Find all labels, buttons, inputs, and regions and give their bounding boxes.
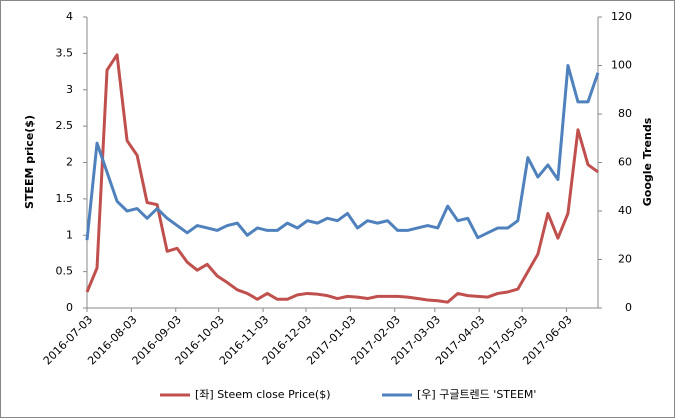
y2-tick-label: 0 [625,301,632,314]
y-tick-label: 4 [66,10,73,23]
series-line [85,64,600,241]
y-axis-label: STEEM price($) [23,115,36,209]
y2-axis-label: Google Trends [641,117,654,206]
y-tick-label: 3.5 [56,46,74,59]
y2-tick-label: 60 [618,156,632,169]
y2-tick-label: 100 [611,59,632,72]
y2-tick-label: 40 [618,204,632,217]
y-tick-label: 1.5 [56,192,74,205]
legend-label: [우] 구글트렌드 'STEEM' [417,388,536,401]
y-tick-label: 2.5 [56,119,74,132]
series-line [85,53,599,304]
y-tick-label: 0.5 [56,265,74,278]
y2-tick-label: 120 [611,10,632,23]
y2-tick-label: 20 [618,253,632,266]
legend-label: [좌] Steem close Price($) [195,388,331,401]
y-tick-label: 2 [66,156,73,169]
y-tick-label: 3 [66,83,73,96]
y-tick-label: 0 [66,301,73,314]
y-tick-label: 1 [66,228,73,241]
y2-tick-label: 80 [618,107,632,120]
